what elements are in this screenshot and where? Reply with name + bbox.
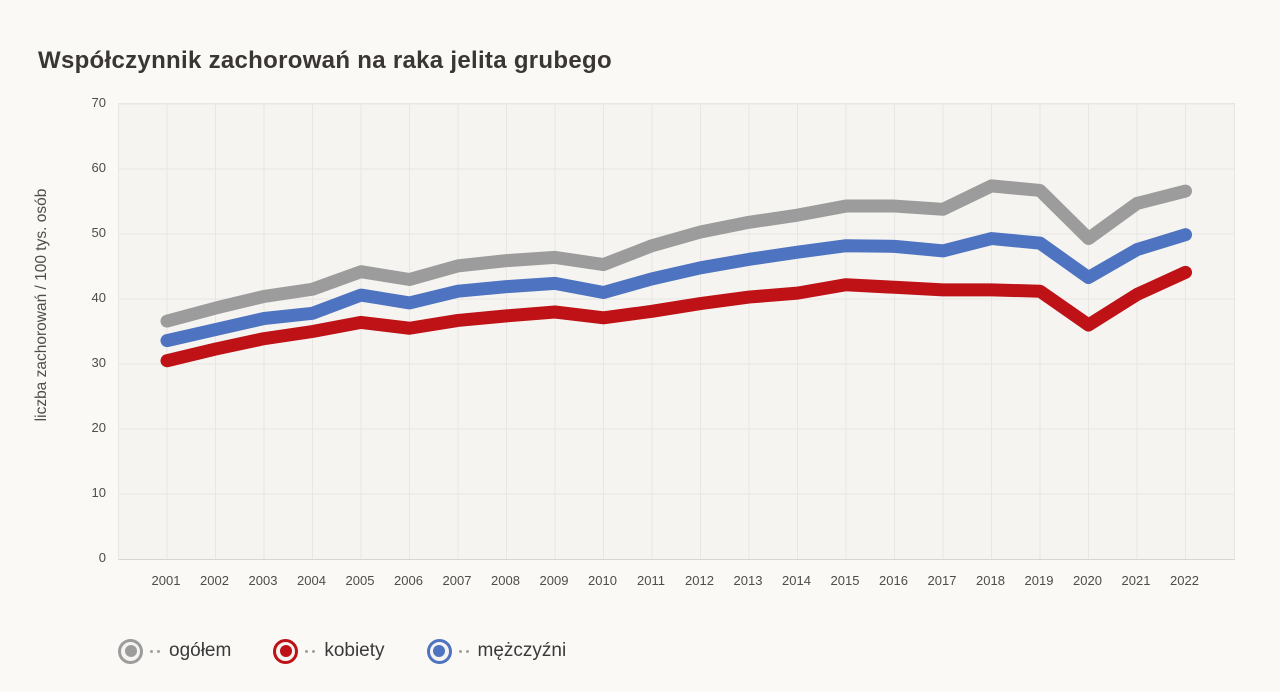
x-tick-label: 2009 (539, 573, 569, 588)
x-tick-label: 2022 (1170, 573, 1199, 588)
x-tick-label: 2013 (733, 573, 763, 588)
y-tick-label: 10 (91, 485, 106, 500)
plot-area (118, 103, 1235, 560)
y-tick-label: 30 (91, 355, 106, 370)
dotted-line-icon (305, 649, 316, 653)
legend-marker-blue-circle-icon (426, 638, 452, 664)
x-tick-label: 2020 (1073, 573, 1102, 588)
x-tick-label: 2010 (588, 573, 617, 588)
line-chart-canvas (119, 103, 1234, 559)
x-tick-label: 2006 (394, 573, 423, 588)
y-tick-label: 40 (91, 290, 106, 305)
legend: ogółem kobiety mężczyźni (118, 630, 566, 672)
x-tick-label: 2017 (927, 573, 957, 588)
x-tick-label: 2005 (345, 573, 375, 588)
chart-title: Współczynnik zachorowań na raka jelita g… (38, 47, 612, 75)
legend-label: kobiety (324, 640, 385, 661)
legend-marker-red-circle-icon (273, 638, 299, 664)
dotted-line-icon (150, 649, 160, 653)
x-tick-label: 2018 (976, 573, 1005, 588)
legend-marker-gray-circle-icon (118, 638, 143, 664)
x-tick-label: 2015 (830, 573, 860, 588)
x-tick-label: 2008 (491, 573, 520, 588)
y-axis-title-text: liczba zachorowań / 100 tys. osób (33, 188, 50, 422)
legend-item-kobiety: kobiety (273, 638, 385, 664)
x-tick-label: 2021 (1121, 573, 1151, 588)
dotted-line-icon (458, 649, 469, 653)
y-tick-label: 0 (98, 550, 106, 565)
gridlines (119, 103, 1234, 559)
x-tick-label: 2012 (685, 573, 714, 588)
legend-item-mezczyzni: mężczyźni (426, 638, 567, 664)
legend-item-ogolem: ogółem (118, 638, 232, 664)
legend-label: ogółem (169, 640, 232, 661)
x-tick-label: 2019 (1024, 573, 1054, 588)
y-tick-label: 60 (91, 160, 106, 175)
x-tick-label: 2011 (637, 573, 665, 588)
x-tick-label: 2002 (200, 573, 229, 588)
x-tick-label: 2004 (297, 573, 326, 588)
series-line-mężczyźni (160, 228, 1192, 348)
x-tick-label: 2014 (782, 573, 811, 588)
x-tick-label: 2007 (442, 573, 472, 588)
y-tick-label: 50 (91, 225, 106, 240)
x-tick-label: 2003 (248, 573, 278, 588)
y-tick-label: 20 (91, 420, 106, 435)
series-line-kobiety (160, 265, 1192, 368)
y-tick-label: 70 (91, 95, 106, 110)
series-line-ogółem (160, 179, 1192, 328)
legend-label: mężczyźni (477, 640, 567, 661)
x-tick-label: 2001 (151, 573, 181, 588)
x-tick-label: 2016 (879, 573, 908, 588)
